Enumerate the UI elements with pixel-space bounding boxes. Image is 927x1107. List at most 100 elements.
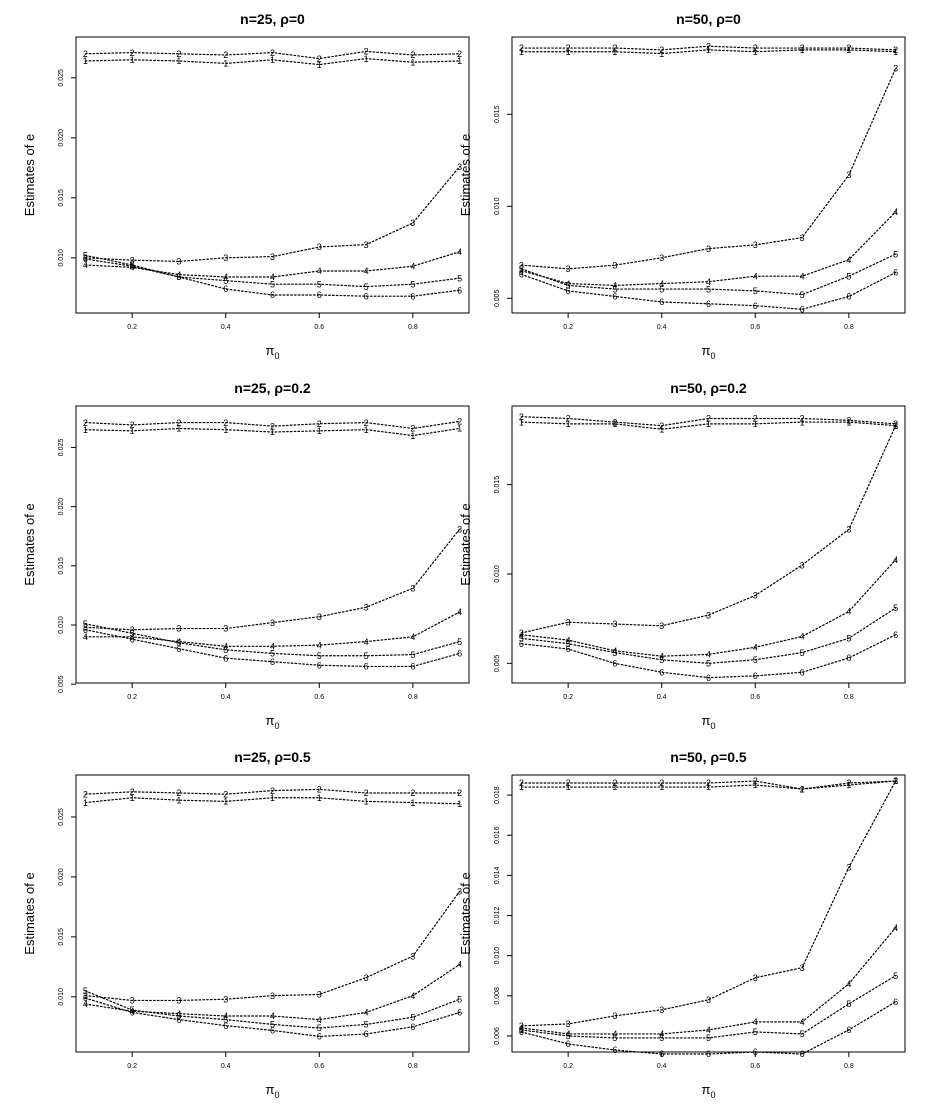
series-point-marker: 3 [706,995,711,1005]
series-point-marker: 5 [566,1031,571,1041]
x-axis-label-subscript: 0 [710,721,715,731]
series-point-marker: 5 [893,603,898,613]
x-tick-label: 0.8 [408,1063,418,1070]
series-point-marker: 3 [364,240,369,250]
series-line-4 [520,211,897,287]
series-point-marker: 4 [612,1029,617,1039]
series-point-marker: 1 [846,45,851,55]
series-line-3 [520,780,897,1027]
plot-frame [75,774,470,1053]
series-point-marker: 1 [753,419,758,429]
x-axis-label-symbol: π [702,713,711,728]
x-tick-label: 0.4 [657,694,667,701]
series-point-marker: 1 [410,798,415,808]
series-point-marker: 4 [83,260,88,270]
series-point-marker: 5 [457,637,462,647]
series-point-marker: 2 [753,43,758,53]
series-point-marker: 1 [519,782,524,792]
series-point-marker: 4 [519,630,524,640]
series-point-marker: 5 [846,271,851,281]
series-point-marker: 5 [566,639,571,649]
y-tick-label: 0.015 [58,928,65,946]
series-point-marker: 4 [893,555,898,565]
series-point-marker: 5 [410,1012,415,1022]
series-point-marker: 3 [612,619,617,629]
x-tick-label: 0.2 [127,1063,137,1070]
y-tick-label: 0.005 [494,289,501,307]
series-point-marker: 4 [410,632,415,642]
series-point-marker: 2 [317,419,322,429]
series-point-marker: 2 [612,43,617,53]
y-tick-label: 0.025 [58,69,65,87]
x-tick-label: 0.6 [314,694,324,701]
series-point-marker: 5 [893,971,898,981]
series-line-5 [520,975,897,1039]
series-point-marker: 6 [612,1045,617,1055]
x-axis-label: π0 [702,713,716,731]
series-point-marker: 6 [706,1049,711,1059]
y-tick-label: 0.025 [58,439,65,457]
series-point-marker: 5 [706,284,711,294]
series-point-marker: 3 [364,973,369,983]
x-tick-label: 0.2 [127,694,137,701]
series-line-2 [84,50,461,60]
series-point-marker: 3 [83,991,88,1001]
x-tick-label: 0.2 [563,324,573,331]
series-point-marker: 2 [410,424,415,434]
series-point-marker: 4 [130,1006,135,1016]
series-point-marker: 1 [659,49,664,59]
series-point-marker: 2 [176,49,181,59]
series-point-marker: 6 [317,660,322,670]
series-point-marker: 2 [846,43,851,53]
series-point-marker: 2 [364,47,369,57]
series-point-marker: 3 [270,991,275,1001]
series-point-marker: 4 [753,642,758,652]
series-point-marker: 3 [317,990,322,1000]
series-point-marker: 6 [317,290,322,300]
series-point-marker: 6 [317,1032,322,1042]
series-point-marker: 6 [612,659,617,669]
chart-title: n=50, ρ=0 [676,11,741,27]
y-tick-label: 0.020 [58,498,65,516]
series-point-marker: 1 [410,57,415,67]
series-line-1 [84,427,461,437]
series-line-6 [520,1001,897,1055]
x-tick-label: 0.2 [563,1063,573,1070]
series-point-marker: 1 [800,45,805,55]
series-point-marker: 6 [659,1049,664,1059]
series-line-6 [84,258,461,297]
y-tick-label: 0.015 [58,189,65,207]
series-point-marker: 1 [706,782,711,792]
series-point-marker: 1 [176,424,181,434]
x-axis-label-subscript: 0 [274,1090,279,1100]
series-point-marker: 1 [457,56,462,66]
series-line-3 [520,67,897,270]
series-point-marker: 1 [317,60,322,70]
series-line-3 [84,890,461,1002]
x-tick-label: 0.2 [563,694,573,701]
series-point-marker: 3 [612,1011,617,1021]
series-line-2 [520,416,897,427]
series-point-marker: 6 [176,1015,181,1025]
series-point-marker: 6 [753,671,758,681]
series-line-3 [520,425,897,634]
y-axis-label: Estimates of e [458,872,473,954]
series-point-marker: 1 [364,54,369,64]
series-point-marker: 2 [223,789,228,799]
series-point-marker: 4 [176,637,181,647]
series-point-marker: 3 [753,973,758,983]
series-point-marker: 6 [176,272,181,282]
series-point-marker: 5 [270,649,275,659]
series-point-marker: 3 [800,560,805,570]
series-point-marker: 6 [364,291,369,301]
series-point-marker: 2 [410,50,415,60]
x-tick-label: 0.6 [750,1063,760,1070]
series-point-marker: 6 [893,997,898,1007]
y-tick-label: 0.010 [494,947,501,965]
y-axis-label: Estimates of e [22,872,37,954]
series-point-marker: 2 [659,778,664,788]
series-point-marker: 3 [753,591,758,601]
series-point-marker: 2 [706,414,711,424]
series-point-marker: 4 [659,1029,664,1039]
series-point-marker: 5 [893,249,898,259]
